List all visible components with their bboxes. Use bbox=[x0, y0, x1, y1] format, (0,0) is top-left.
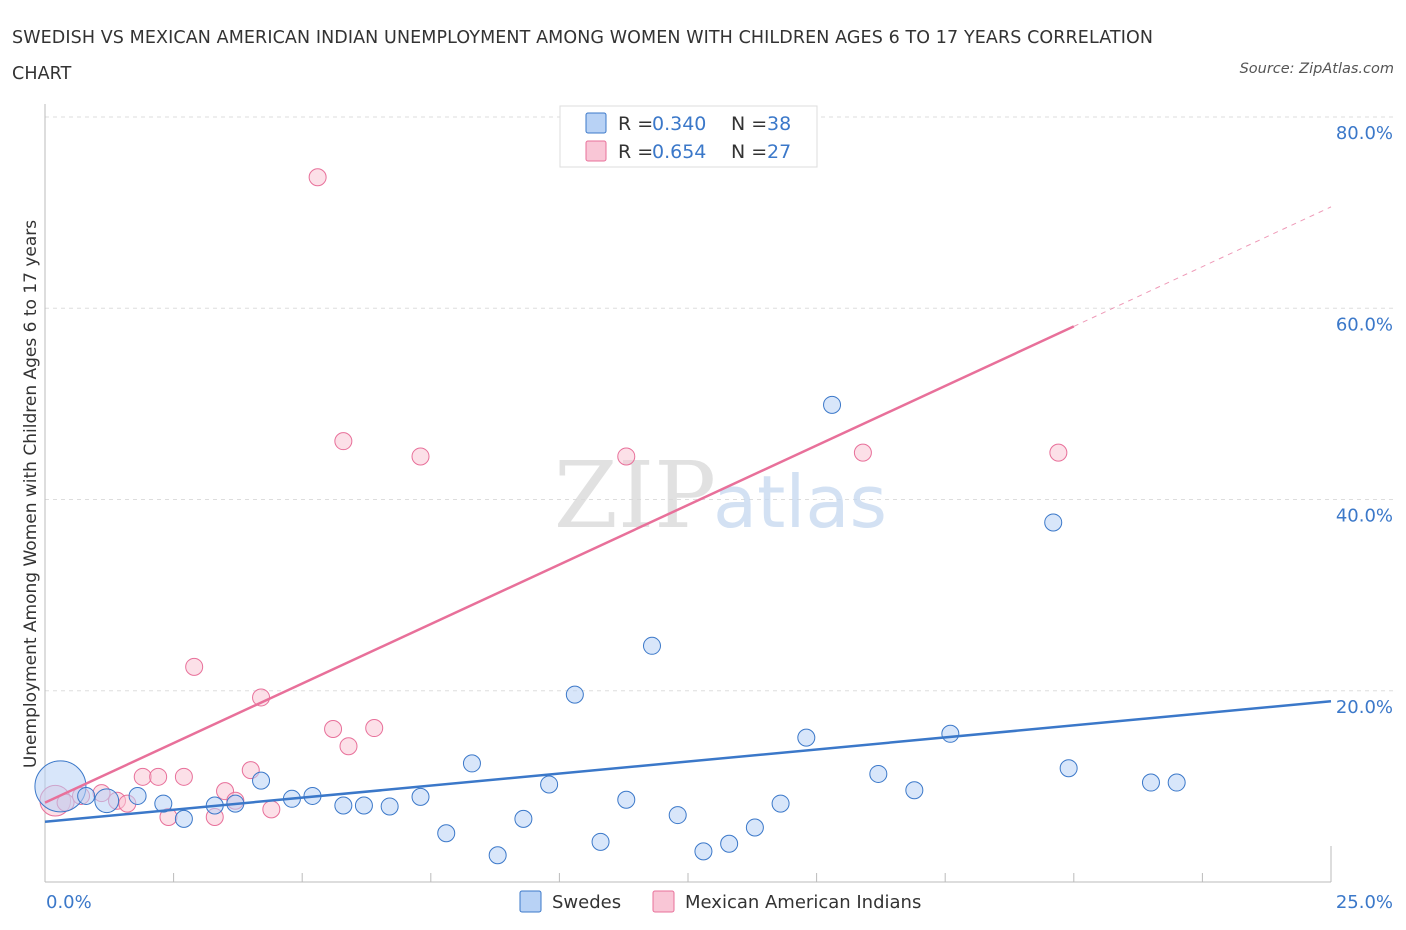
trend-lines bbox=[44, 206, 1332, 824]
swedes-point-28 bbox=[771, 794, 790, 813]
mexican-point-22 bbox=[411, 447, 430, 466]
chart-title: SWEDISH VS MEXICAN AMERICAN INDIAN UNEMP… bbox=[12, 28, 1154, 84]
swedes-point-5 bbox=[174, 809, 193, 828]
y-tick-label-60: 60.0% bbox=[1336, 314, 1393, 335]
mexican-point-24 bbox=[853, 443, 872, 462]
swedes-point-1 bbox=[77, 786, 96, 805]
swedes-point-13 bbox=[380, 797, 399, 816]
y-tick-label-20: 20.0% bbox=[1336, 697, 1393, 718]
swedes-point-25 bbox=[694, 842, 713, 861]
swedes-point-31 bbox=[869, 764, 888, 783]
mexican-r-value: 0.654 bbox=[652, 141, 706, 163]
swedes-point-24 bbox=[668, 806, 687, 825]
swedes-point-29 bbox=[797, 728, 816, 747]
axes bbox=[44, 104, 1332, 883]
swedes-point-14 bbox=[411, 787, 430, 806]
swedes-trend-line bbox=[44, 700, 1332, 824]
mexican-point-6 bbox=[133, 767, 152, 786]
mexican-point-9 bbox=[174, 767, 193, 786]
swedes-point-35 bbox=[1059, 759, 1078, 778]
swedes-point-34 bbox=[1044, 513, 1063, 532]
legend-swedes-swatch bbox=[519, 890, 542, 913]
mexican-trend-extension bbox=[1073, 206, 1332, 327]
swedes-point-3 bbox=[128, 786, 147, 805]
swedes-point-20 bbox=[565, 685, 584, 704]
mexican-point-21 bbox=[365, 719, 384, 738]
mexican-point-23 bbox=[617, 447, 636, 466]
mexican-swatch bbox=[585, 140, 607, 162]
swedes-point-21 bbox=[591, 832, 610, 851]
swedes-point-19 bbox=[540, 775, 559, 794]
x-tick-label-max: 25.0% bbox=[1336, 892, 1393, 913]
swedes-r-label: R = bbox=[618, 113, 653, 135]
mexican-point-7 bbox=[149, 767, 168, 786]
y-axis-label: Unemployment Among Women with Children A… bbox=[21, 220, 41, 768]
swedes-point-4 bbox=[154, 794, 173, 813]
swedes-point-33 bbox=[941, 724, 960, 743]
chart-source: Source: ZipAtlas.com bbox=[1239, 61, 1394, 77]
mexican-n-label: N = bbox=[731, 141, 767, 163]
swedes-point-12 bbox=[354, 796, 373, 815]
swedes-point-0 bbox=[34, 760, 87, 813]
swedes-point-26 bbox=[720, 834, 739, 853]
swedes-point-16 bbox=[462, 754, 481, 773]
mexican-point-18 bbox=[324, 720, 343, 738]
swedes-point-8 bbox=[252, 771, 271, 790]
mexican-n-value: 27 bbox=[767, 141, 791, 163]
y-tick-label-40: 40.0% bbox=[1336, 506, 1393, 527]
series-legend: Swedes Mexican American Indians bbox=[519, 890, 921, 913]
swedes-r-value: 0.340 bbox=[652, 113, 706, 135]
x-tick-label-min: 0.0% bbox=[46, 892, 92, 913]
swedes-point-32 bbox=[905, 781, 924, 800]
mexican-point-20 bbox=[339, 737, 358, 756]
mexican-point-16 bbox=[262, 800, 281, 819]
legend-mexican-label: Mexican American Indians bbox=[685, 892, 921, 913]
mexican-trend-line bbox=[44, 325, 1075, 804]
mexican-point-19 bbox=[334, 432, 353, 451]
watermark: ZIP atlas bbox=[554, 442, 887, 549]
mexican-r-label: R = bbox=[618, 141, 653, 163]
swedes-point-37 bbox=[1167, 773, 1186, 792]
x-tick-labels: 0.0% 25.0% bbox=[46, 892, 1393, 913]
swedes-point-22 bbox=[617, 790, 636, 809]
swedes-n-value: 38 bbox=[767, 113, 791, 135]
watermark-zip: ZIP bbox=[554, 442, 716, 549]
swedes-point-11 bbox=[334, 796, 353, 815]
watermark-atlas: atlas bbox=[713, 460, 887, 544]
swedes-point-23 bbox=[642, 636, 661, 655]
swedes-point-36 bbox=[1141, 773, 1160, 792]
swedes-point-17 bbox=[488, 846, 507, 865]
y-tick-labels: 20.0% 40.0% 60.0% 80.0% bbox=[1336, 123, 1393, 718]
mexican-point-25 bbox=[1049, 443, 1068, 462]
mexican-point-17 bbox=[308, 168, 327, 187]
swedes-point-18 bbox=[514, 809, 533, 828]
swedes-points bbox=[34, 395, 1186, 865]
swedes-n-label: N = bbox=[731, 113, 767, 135]
stats-legend: R = 0.340 N = 38 R = 0.654 N = 27 bbox=[559, 105, 818, 168]
legend-mexican-swatch bbox=[652, 890, 675, 913]
y-tick-label-80: 80.0% bbox=[1336, 123, 1393, 144]
mexican-point-10 bbox=[185, 657, 204, 676]
legend-swedes-label: Swedes bbox=[552, 892, 621, 913]
swedes-point-2 bbox=[94, 788, 120, 814]
grid-lines bbox=[45, 116, 1395, 692]
swedes-point-27 bbox=[745, 818, 764, 837]
swedes-point-15 bbox=[437, 824, 456, 843]
swedes-point-30 bbox=[823, 395, 842, 414]
swedes-swatch bbox=[585, 112, 607, 134]
